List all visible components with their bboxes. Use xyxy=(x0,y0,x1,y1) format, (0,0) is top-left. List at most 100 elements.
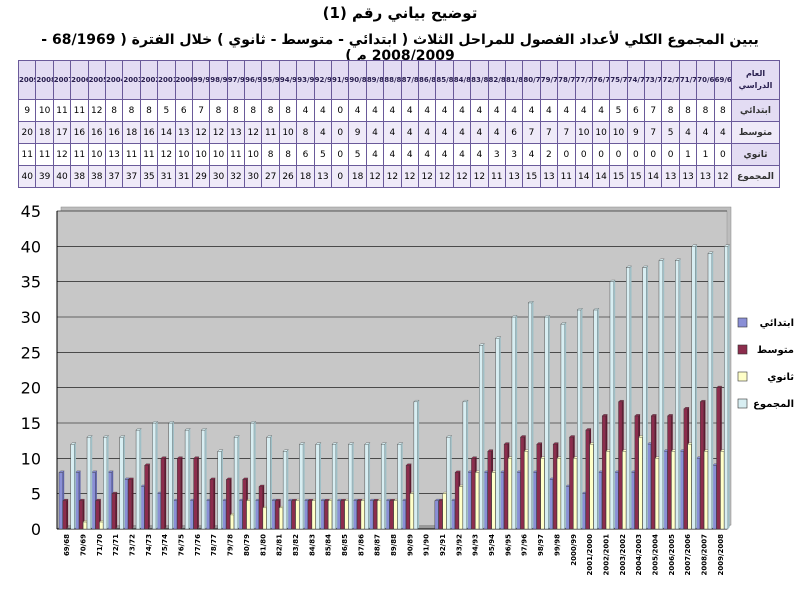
x-tick-label: 2008/2007 xyxy=(700,534,708,576)
bar-side xyxy=(352,442,354,529)
bar-top xyxy=(250,421,257,424)
bar-top xyxy=(356,498,363,501)
bar-top xyxy=(201,428,207,431)
bar-side xyxy=(695,244,697,529)
table-cell: 13 xyxy=(678,165,698,188)
bar-side xyxy=(221,449,223,529)
bar-top xyxy=(307,498,314,501)
table-cell: 13 xyxy=(226,121,246,144)
x-tick-label: 79/78 xyxy=(227,534,235,556)
x-tick-label: 77/76 xyxy=(194,534,202,556)
table-cell: 12 xyxy=(244,121,263,144)
bar-top xyxy=(111,491,118,494)
bar xyxy=(524,451,529,530)
bar-top xyxy=(233,435,240,438)
table-header-label: العام الدراسي xyxy=(731,60,781,100)
table-cell: 11 xyxy=(122,143,141,166)
bar-top xyxy=(576,308,583,311)
table-cell: 8 xyxy=(261,143,280,166)
bar xyxy=(360,500,365,530)
y-tick-label: 5 xyxy=(31,485,41,504)
bar-top xyxy=(593,308,600,311)
bar-top xyxy=(320,498,327,501)
bar-top xyxy=(716,385,723,388)
bar xyxy=(577,309,582,530)
bar xyxy=(479,345,484,530)
bar xyxy=(226,479,231,530)
bar xyxy=(315,443,320,530)
bar xyxy=(487,451,492,530)
table-cell: 30 xyxy=(209,165,228,188)
bar xyxy=(201,429,206,530)
bar-top xyxy=(127,477,134,480)
table-row-label: المجموع xyxy=(731,165,781,188)
table-cell: 13 xyxy=(104,143,124,166)
bar-top xyxy=(487,449,494,452)
bar-top xyxy=(119,435,126,438)
y-tick-label: 20 xyxy=(21,379,41,398)
table-cell: 8 xyxy=(278,143,298,166)
table-cell: 4 xyxy=(417,143,437,166)
y-tick-label: 35 xyxy=(21,273,41,292)
bar-side xyxy=(482,343,485,529)
bar-side xyxy=(417,400,420,529)
bar xyxy=(700,401,705,530)
chart-title: توضيح بياني رقم (1) xyxy=(322,4,478,22)
table-header-year: 83/82 xyxy=(470,60,489,100)
bar xyxy=(103,436,108,530)
bar xyxy=(344,500,349,530)
bar xyxy=(233,436,238,530)
bar xyxy=(128,479,133,530)
table-cell: 31 xyxy=(157,165,176,188)
table-cell: 11 xyxy=(17,143,37,166)
bar xyxy=(720,451,725,530)
table-header-year: 2007/2006 xyxy=(52,60,72,100)
bar-top xyxy=(242,477,249,480)
legend-label: ثانوي xyxy=(767,372,794,383)
table-cell: 11 xyxy=(52,99,72,122)
table-cell: 7 xyxy=(539,121,559,144)
table-cell: 4 xyxy=(365,121,385,144)
bar xyxy=(348,443,353,530)
table-cell: 7 xyxy=(557,121,576,144)
bar-top xyxy=(674,258,681,261)
table-cell: 1 xyxy=(678,143,698,166)
table-cell: 3 xyxy=(504,143,524,166)
bar xyxy=(70,443,75,530)
table-cell: 4 xyxy=(400,99,419,122)
table-cell: 18 xyxy=(296,165,315,188)
bar xyxy=(250,422,255,530)
bar xyxy=(601,415,606,530)
bar-side xyxy=(515,315,518,529)
table-cell: 0 xyxy=(644,143,663,166)
table-cell: 9 xyxy=(17,99,37,122)
table-header-year: 77/76 xyxy=(574,60,593,100)
bar xyxy=(242,479,247,530)
table-header-year: 92/91 xyxy=(313,60,333,100)
table-cell: 8 xyxy=(139,99,159,122)
table-cell: 4 xyxy=(591,99,611,122)
bar-top xyxy=(385,498,392,501)
table-header-year: 72/71 xyxy=(661,60,680,100)
bar xyxy=(331,443,336,530)
bar-top xyxy=(434,498,441,501)
bar-top xyxy=(225,477,232,480)
bar xyxy=(397,443,402,530)
table-cell: 4 xyxy=(678,121,698,144)
bar-top xyxy=(683,407,690,410)
table-cell: 12 xyxy=(713,165,733,188)
table-cell: 4 xyxy=(417,121,437,144)
bar xyxy=(446,436,451,530)
bar xyxy=(409,493,414,530)
table-cell: 4 xyxy=(574,99,593,122)
table-cell: 0 xyxy=(713,143,733,166)
table-header-year: 79/78 xyxy=(539,60,559,100)
table-cell: 20 xyxy=(17,121,37,144)
bar-top xyxy=(331,442,338,445)
x-tick-label: 2001/2000 xyxy=(586,534,594,576)
table-cell: 2 xyxy=(539,143,559,166)
bar-side xyxy=(115,492,118,529)
bar-side xyxy=(270,435,272,529)
table-cell: 4 xyxy=(435,143,454,166)
x-tick-label: 83/82 xyxy=(292,534,300,556)
